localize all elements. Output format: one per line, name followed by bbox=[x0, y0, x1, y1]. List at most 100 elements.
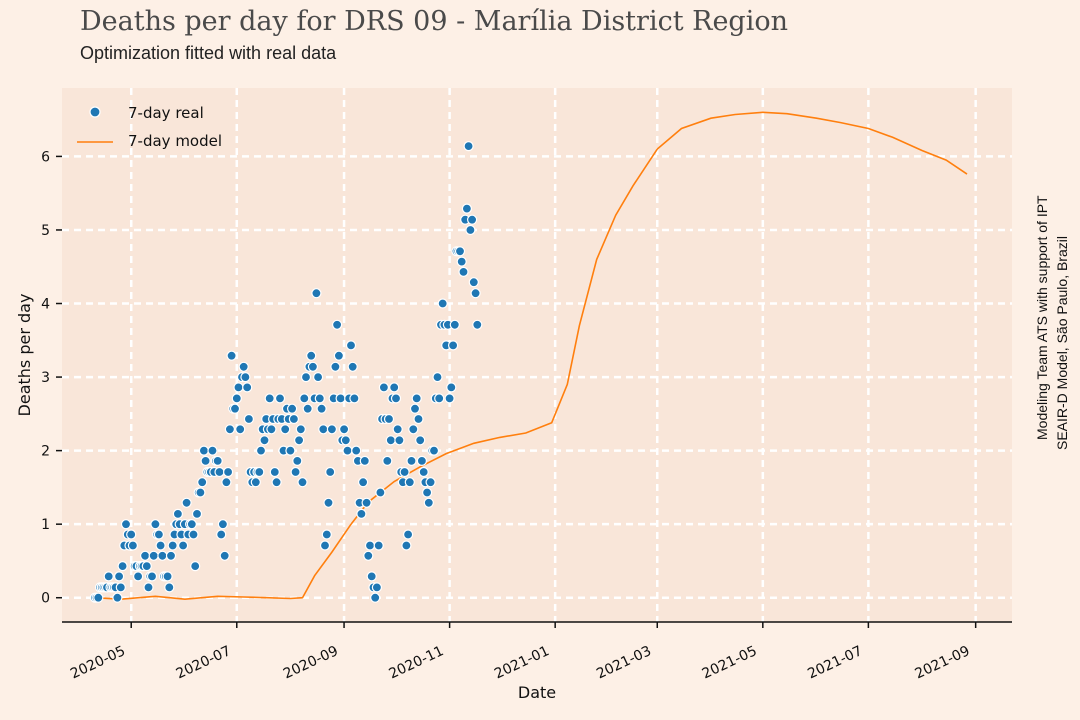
data-point bbox=[255, 445, 267, 456]
data-point bbox=[378, 382, 389, 393]
data-point bbox=[434, 393, 445, 404]
data-point bbox=[200, 455, 211, 466]
data-point bbox=[446, 382, 457, 393]
data-point bbox=[141, 560, 152, 572]
x-tick-label: 2020-11 bbox=[387, 643, 447, 682]
data-point bbox=[126, 529, 137, 540]
data-point bbox=[349, 393, 360, 404]
data-point bbox=[425, 477, 436, 488]
data-point bbox=[330, 361, 341, 372]
data-point bbox=[351, 445, 362, 456]
data-point bbox=[361, 497, 372, 508]
data-point bbox=[288, 413, 299, 425]
data-point bbox=[347, 361, 358, 372]
data-point bbox=[165, 550, 177, 561]
data-point bbox=[143, 582, 154, 593]
data-point bbox=[458, 266, 469, 277]
x-tick-label: 2021-03 bbox=[594, 643, 654, 682]
chart-subtitle: Optimization fitted with real data bbox=[80, 43, 337, 63]
data-point bbox=[186, 519, 197, 530]
y-tick-label: 1 bbox=[41, 517, 50, 533]
data-point bbox=[207, 445, 218, 456]
data-point bbox=[212, 455, 223, 466]
x-tick-label: 2021-07 bbox=[805, 643, 865, 682]
data-point bbox=[133, 571, 144, 582]
y-axis-label: Deaths per day bbox=[15, 294, 34, 417]
data-point bbox=[411, 393, 422, 404]
data-point bbox=[157, 550, 168, 561]
data-point bbox=[150, 519, 161, 530]
data-point bbox=[240, 372, 251, 383]
data-point bbox=[233, 382, 244, 393]
legend-label-real: 7-day real bbox=[128, 104, 204, 122]
data-point bbox=[221, 477, 232, 488]
y-tick-label: 0 bbox=[41, 591, 50, 607]
data-point bbox=[197, 477, 208, 488]
data-point bbox=[229, 403, 241, 414]
data-point bbox=[290, 466, 301, 478]
data-point bbox=[117, 560, 128, 572]
data-point bbox=[470, 288, 481, 299]
y-tick-label: 3 bbox=[41, 370, 50, 386]
data-point bbox=[432, 372, 443, 383]
data-point bbox=[366, 571, 377, 582]
data-point bbox=[392, 424, 403, 435]
data-point bbox=[259, 435, 270, 446]
data-point bbox=[415, 435, 426, 446]
data-point bbox=[335, 393, 346, 404]
data-point bbox=[370, 592, 381, 603]
data-point bbox=[274, 393, 286, 404]
data-point bbox=[264, 393, 275, 404]
legend: 7-day real 7-day model bbox=[77, 104, 222, 150]
data-point bbox=[153, 529, 164, 540]
data-point bbox=[226, 350, 237, 361]
data-point bbox=[113, 571, 125, 582]
data-point bbox=[306, 350, 317, 361]
data-point bbox=[332, 319, 343, 330]
data-point bbox=[146, 571, 158, 582]
data-point bbox=[389, 382, 400, 393]
data-point bbox=[313, 372, 324, 383]
chart-title: Deaths per day for DRS 09 - Marília Dist… bbox=[80, 6, 788, 37]
data-point bbox=[214, 466, 225, 478]
x-tick-label: 2021-09 bbox=[913, 643, 973, 682]
data-point bbox=[191, 508, 203, 520]
data-point bbox=[140, 550, 151, 561]
data-point bbox=[155, 540, 166, 551]
data-point bbox=[428, 445, 440, 456]
real-points bbox=[89, 141, 483, 603]
data-point bbox=[345, 340, 357, 351]
data-point bbox=[340, 435, 351, 446]
data-point bbox=[280, 424, 291, 435]
model-line bbox=[94, 111, 968, 601]
data-point bbox=[164, 582, 175, 593]
data-point bbox=[394, 435, 405, 446]
data-point bbox=[269, 466, 280, 478]
data-point bbox=[342, 445, 353, 456]
data-point bbox=[112, 592, 123, 603]
y-tick-label: 5 bbox=[41, 223, 50, 239]
data-point bbox=[418, 466, 429, 478]
data-point bbox=[217, 519, 228, 530]
data-point bbox=[467, 214, 478, 225]
x-tick-label: 2020-05 bbox=[68, 643, 128, 682]
data-point bbox=[406, 455, 417, 466]
data-point bbox=[224, 424, 235, 435]
data-point bbox=[326, 424, 337, 435]
data-point bbox=[444, 393, 455, 404]
data-point bbox=[316, 403, 327, 414]
data-point bbox=[307, 361, 318, 372]
data-point bbox=[323, 497, 334, 508]
data-point bbox=[287, 403, 298, 414]
data-point bbox=[401, 540, 412, 551]
data-point bbox=[463, 141, 474, 152]
data-point bbox=[295, 424, 306, 435]
data-point bbox=[93, 592, 104, 603]
data-point bbox=[333, 350, 344, 361]
data-point bbox=[325, 466, 336, 478]
data-point bbox=[219, 550, 230, 561]
data-point bbox=[448, 340, 459, 351]
y-tick-label: 2 bbox=[41, 444, 50, 460]
data-point bbox=[461, 203, 472, 214]
